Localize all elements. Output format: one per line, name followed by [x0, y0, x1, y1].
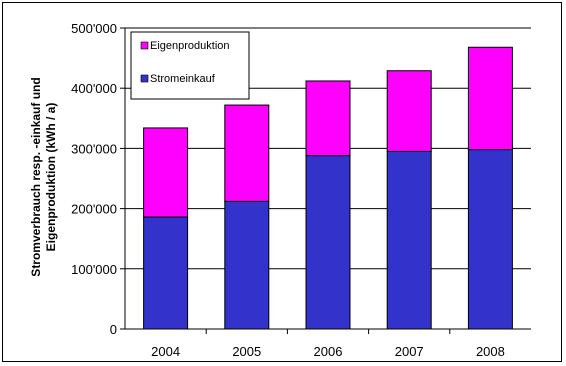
bar-eigenproduktion-2007 — [386, 70, 432, 152]
y-axis-label-line1: Stromverbrauch resp. -einkauf und — [29, 77, 43, 276]
legend-box — [130, 31, 250, 100]
x-tick-label-2005: 2005 — [232, 344, 261, 359]
x-tick-label-2004: 2004 — [151, 344, 180, 359]
bar-eigenproduktion-2004 — [143, 127, 189, 218]
legend: Eigenproduktion Stromeinkauf — [130, 31, 250, 100]
bar-stromeinkauf-2008 — [467, 149, 513, 330]
y-tick-label: 500'000 — [71, 21, 117, 36]
bar-eigenproduktion-2008 — [467, 46, 513, 151]
y-axis-label-line2: Eigenproduktion (kWh / a) — [44, 103, 58, 252]
bars — [143, 46, 513, 330]
legend-swatch-stromeinkauf — [140, 74, 149, 83]
y-tick-label: 200'000 — [71, 202, 117, 217]
legend-label-eigenproduktion: Eigenproduktion — [150, 40, 230, 52]
bar-stromeinkauf-2007 — [386, 150, 432, 330]
legend-swatch-eigenproduktion — [140, 41, 149, 50]
axes — [120, 27, 531, 334]
y-tick-label: 0 — [110, 322, 117, 337]
x-tick-labels: 2004 2005 2006 2007 2008 — [151, 344, 505, 359]
x-tick-label-2007: 2007 — [395, 344, 424, 359]
x-tick-label-2008: 2008 — [476, 344, 505, 359]
bar-stromeinkauf-2006 — [305, 155, 351, 330]
y-tick-label: 400'000 — [71, 81, 117, 96]
bar-eigenproduktion-2005 — [224, 104, 270, 202]
y-tick-label: 300'000 — [71, 141, 117, 156]
bar-stromeinkauf-2005 — [224, 200, 270, 330]
bar-stromeinkauf-2004 — [143, 216, 189, 330]
bar-eigenproduktion-2006 — [305, 80, 351, 157]
y-tick-labels: 0 100'000 200'000 300'000 400'000 500'000 — [71, 21, 117, 337]
legend-label-stromeinkauf: Stromeinkauf — [150, 73, 216, 85]
y-tick-label: 100'000 — [71, 262, 117, 277]
x-tick-label-2006: 2006 — [314, 344, 343, 359]
